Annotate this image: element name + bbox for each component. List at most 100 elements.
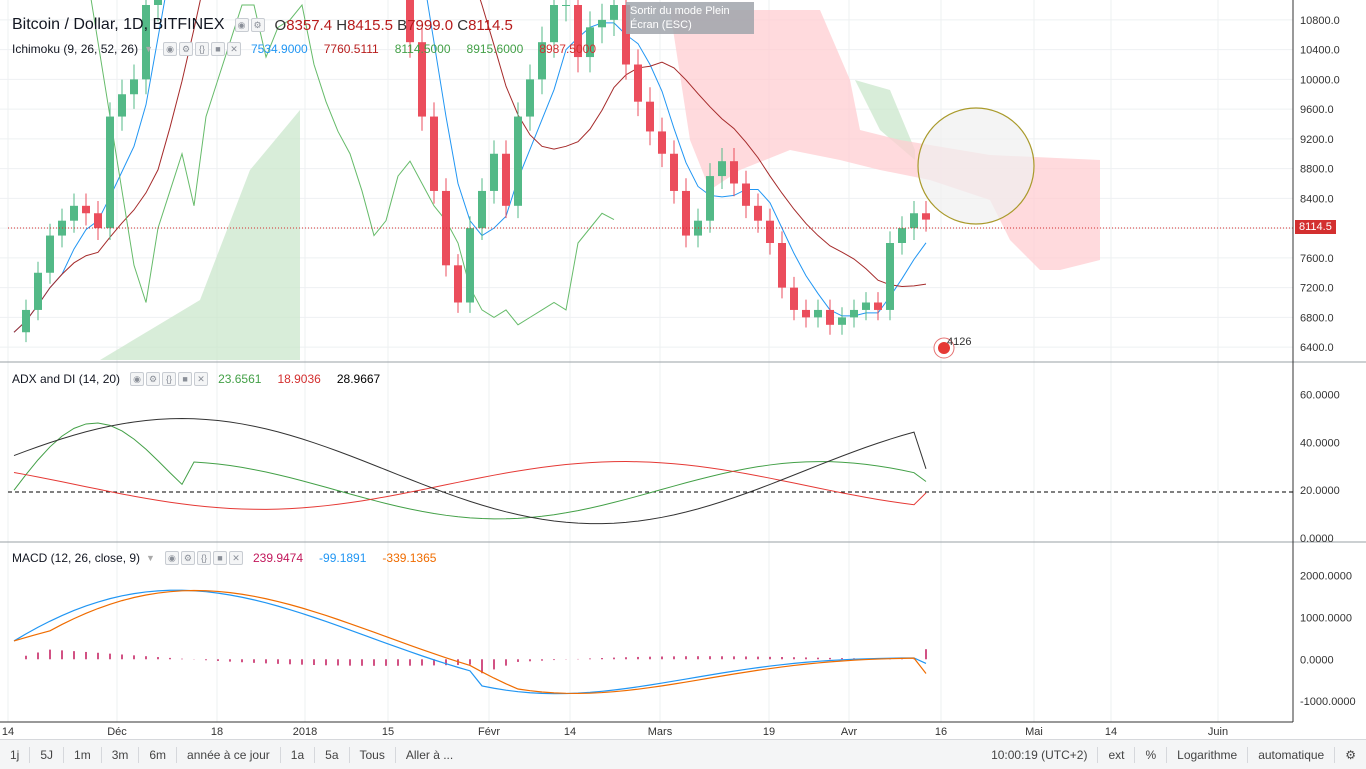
candle-body bbox=[706, 176, 714, 221]
candle-body bbox=[22, 309, 30, 333]
candle-body bbox=[454, 265, 462, 303]
gear-icon[interactable]: ⚙ bbox=[250, 18, 265, 32]
symbol-legend[interactable]: Bitcoin / Dollar, 1D, BITFINEX ◉ ⚙ O8357… bbox=[12, 16, 513, 34]
macd-value: -99.1891 bbox=[319, 551, 367, 565]
timeframe-1d[interactable]: 1j bbox=[0, 746, 31, 763]
percent-toggle[interactable]: % bbox=[1134, 746, 1166, 763]
close-icon[interactable]: ✕ bbox=[228, 551, 243, 565]
ext-toggle[interactable]: ext bbox=[1097, 746, 1134, 763]
candle-body bbox=[766, 220, 774, 243]
delete-icon[interactable]: ■ bbox=[211, 42, 225, 56]
time-tick-label: 16 bbox=[935, 726, 947, 738]
current-price-badge: 8114.5 bbox=[1295, 220, 1336, 234]
macd-axis[interactable]: 2000.0000 1000.0000 0.0000 -1000.0000 bbox=[1300, 570, 1356, 708]
indicator-buttons: ◉ ⚙ {} ■ ✕ bbox=[164, 551, 243, 565]
event-marker[interactable]: 4126 bbox=[933, 336, 971, 359]
source-icon[interactable]: {} bbox=[196, 551, 211, 565]
macd-line bbox=[13, 589, 927, 695]
candlesticks bbox=[22, 0, 930, 343]
time-tick-label: 2018 bbox=[293, 726, 317, 738]
gear-icon[interactable]: ⚙ bbox=[179, 42, 193, 56]
highlight-circle-annotation[interactable] bbox=[917, 107, 1035, 225]
adx-lines bbox=[13, 418, 927, 525]
eye-icon[interactable]: ◉ bbox=[164, 551, 179, 565]
timeframe-1y[interactable]: 1a bbox=[281, 746, 316, 763]
ichimoku-cloud-bull bbox=[100, 110, 300, 360]
timeframe-6m[interactable]: 6m bbox=[139, 746, 178, 763]
candle-body bbox=[850, 309, 858, 318]
settings-gear-icon[interactable]: ⚙ bbox=[1334, 746, 1366, 763]
candle-body bbox=[862, 302, 870, 310]
adx-legend[interactable]: ADX and DI (14, 20) ◉ ⚙ {} ■ ✕ 23.6561 1… bbox=[12, 372, 380, 386]
timeframe-ytd[interactable]: année à ce jour bbox=[177, 746, 281, 763]
candle-body bbox=[46, 235, 54, 273]
macd-legend[interactable]: MACD (12, 26, close, 9) ▼ ◉ ⚙ {} ■ ✕ 239… bbox=[12, 551, 436, 565]
time-tick-label: Déc bbox=[107, 726, 127, 738]
macd-tick-label: 0.0000 bbox=[1300, 654, 1334, 666]
candle-body bbox=[910, 213, 918, 229]
candle-body bbox=[118, 94, 126, 117]
minus-di-line bbox=[13, 461, 927, 510]
auto-scale-toggle[interactable]: automatique bbox=[1247, 746, 1334, 763]
ichimoku-value: 7760.5111 bbox=[323, 42, 379, 56]
candle-body bbox=[478, 190, 486, 229]
candle-body bbox=[82, 205, 90, 214]
chevron-down-icon[interactable]: ▼ bbox=[144, 44, 153, 54]
candle-body bbox=[514, 116, 522, 206]
macd-label[interactable]: MACD (12, 26, close, 9) bbox=[12, 551, 141, 565]
timeframe-all[interactable]: Tous bbox=[350, 746, 396, 763]
eye-icon[interactable]: ◉ bbox=[234, 18, 249, 32]
macd-tick-label: 2000.0000 bbox=[1300, 570, 1352, 582]
price-tick-label: 10000.0 bbox=[1300, 74, 1340, 86]
candle-body bbox=[682, 190, 690, 236]
candle-body bbox=[466, 228, 474, 303]
price-tick-label: 8400.0 bbox=[1300, 193, 1334, 205]
candle-body bbox=[874, 302, 882, 310]
clock-display[interactable]: 10:00:19 (UTC+2) bbox=[991, 747, 1088, 762]
eye-icon[interactable]: ◉ bbox=[163, 42, 177, 56]
macd-histogram bbox=[25, 649, 927, 674]
chart-canvas[interactable]: 4126 10800.0 10400.0 10000.0 9600.0 9200.0 88… bbox=[0, 0, 1366, 739]
close-icon[interactable]: ✕ bbox=[227, 42, 241, 56]
adx-label[interactable]: ADX and DI (14, 20) bbox=[12, 372, 121, 386]
candle-body bbox=[154, 0, 162, 5]
ichimoku-label[interactable]: Ichimoku (9, 26, 52, 26) bbox=[12, 42, 139, 56]
delete-icon[interactable]: ■ bbox=[212, 551, 227, 565]
chevron-down-icon[interactable]: ▼ bbox=[146, 553, 155, 563]
timeframe-5y[interactable]: 5a bbox=[315, 746, 350, 763]
log-toggle[interactable]: Logarithme bbox=[1166, 746, 1247, 763]
candle-body bbox=[574, 5, 582, 58]
kijun-line bbox=[13, 0, 927, 333]
candle-body bbox=[502, 153, 510, 206]
candle-body bbox=[130, 79, 138, 95]
candle-body bbox=[838, 317, 846, 325]
time-tick-label: 15 bbox=[382, 726, 394, 738]
source-icon[interactable]: {} bbox=[195, 42, 209, 56]
candle-body bbox=[106, 116, 114, 229]
close-icon[interactable]: ✕ bbox=[194, 372, 209, 386]
goto-date-button[interactable]: Aller à ... bbox=[405, 747, 454, 762]
source-icon[interactable]: {} bbox=[162, 372, 177, 386]
price-axis[interactable]: 10800.0 10400.0 10000.0 9600.0 9200.0 8800.0 8… bbox=[1300, 15, 1340, 354]
timeframe-3m[interactable]: 3m bbox=[102, 746, 140, 763]
adx-value: 18.9036 bbox=[277, 372, 321, 386]
time-tick-label: Févr bbox=[478, 726, 500, 738]
adx-tick-label: 20.0000 bbox=[1300, 485, 1340, 497]
time-axis[interactable]: 14 Déc 18 2018 15 Févr 14 Mars 19 Avr 16 Mai 14 Juin bbox=[2, 726, 1228, 738]
adx-axis[interactable]: 60.0000 40.0000 20.0000 0.0000 bbox=[1300, 390, 1340, 545]
time-tick-label: 14 bbox=[2, 726, 14, 738]
symbol-title[interactable]: Bitcoin / Dollar, 1D, BITFINEX bbox=[12, 16, 225, 33]
timeframe-5d[interactable]: 5J bbox=[30, 746, 65, 763]
eye-icon[interactable]: ◉ bbox=[130, 372, 145, 386]
adx-tick-label: 40.0000 bbox=[1300, 437, 1340, 449]
ichimoku-legend[interactable]: Ichimoku (9, 26, 52, 26) ▼ ◉ ⚙ {} ■ ✕ 75… bbox=[12, 42, 596, 56]
gear-icon[interactable]: ⚙ bbox=[180, 551, 195, 565]
delete-icon[interactable]: ■ bbox=[178, 372, 193, 386]
adx-tick-label: 0.0000 bbox=[1300, 533, 1334, 545]
timeframe-1m[interactable]: 1m bbox=[64, 746, 102, 763]
time-tick-label: Mai bbox=[1025, 726, 1043, 738]
indicator-buttons: ◉ ⚙ {} ■ ✕ bbox=[130, 372, 209, 386]
gear-icon[interactable]: ⚙ bbox=[146, 372, 161, 386]
fullscreen-exit-tooltip: Sortir du mode Plein Écran (ESC) bbox=[626, 2, 754, 34]
candle-body bbox=[670, 153, 678, 191]
